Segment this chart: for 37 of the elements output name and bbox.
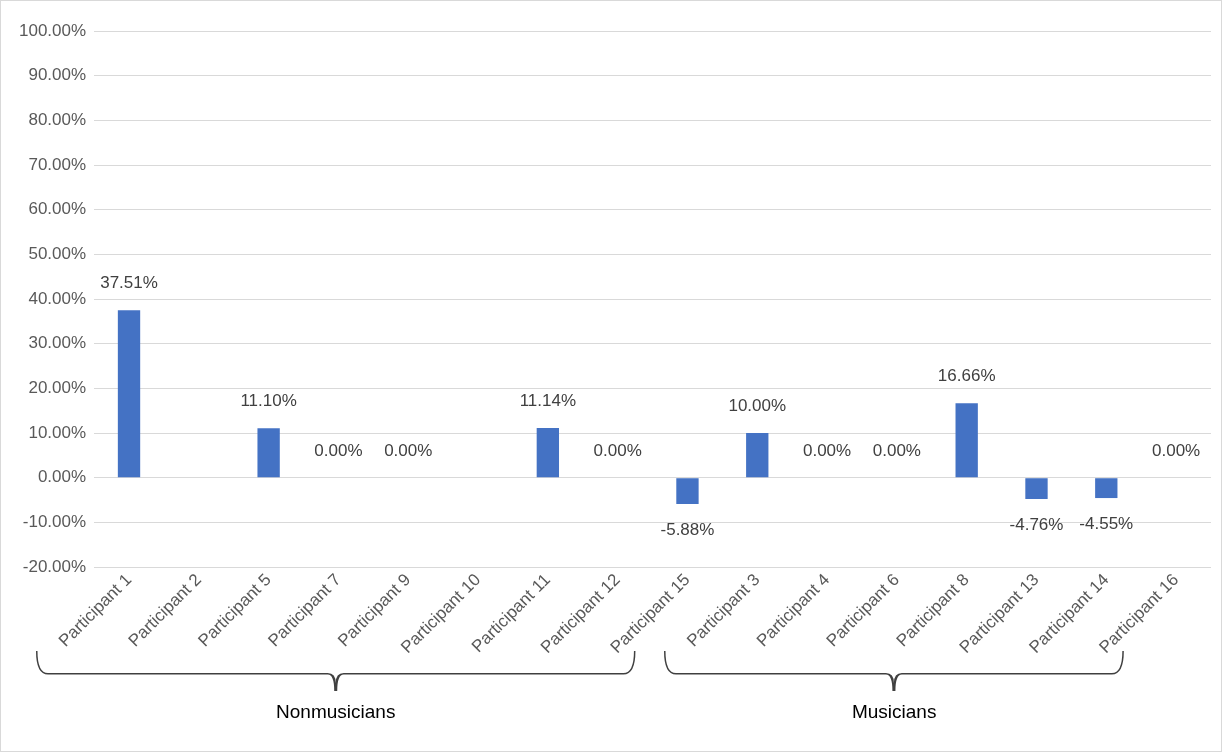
bar	[117, 310, 141, 478]
data-label: -4.55%	[1079, 514, 1134, 534]
y-tick-label: 80.00%	[28, 110, 87, 130]
bar	[1025, 478, 1048, 499]
y-tick-label: 0.00%	[37, 467, 87, 487]
y-tick-label: 40.00%	[28, 288, 87, 308]
y-tick-label: 30.00%	[28, 333, 87, 353]
bar	[676, 478, 699, 504]
y-tick-label: -20.00%	[22, 556, 87, 576]
data-label: 0.00%	[384, 440, 433, 460]
data-label: -5.88%	[660, 520, 715, 540]
y-tick-label: 100.00%	[18, 20, 87, 40]
y-tick-label: 70.00%	[28, 154, 87, 174]
data-label: 37.51%	[100, 273, 158, 293]
y-tick-label: 20.00%	[28, 378, 87, 398]
text: Musicians	[851, 701, 937, 723]
data-label: 16.66%	[937, 366, 996, 386]
data-label: 0.00%	[1152, 440, 1201, 460]
bar	[746, 433, 769, 478]
bar	[1095, 478, 1118, 499]
y-tick-label: 60.00%	[28, 199, 87, 219]
data-label: 0.00%	[872, 440, 921, 460]
data-label: 0.00%	[314, 440, 363, 460]
data-label: 0.00%	[802, 440, 852, 460]
data-label: 11.14%	[519, 391, 577, 411]
data-label: 10.00%	[728, 396, 787, 416]
bar	[955, 403, 978, 478]
y-tick-label: 10.00%	[28, 422, 87, 442]
bar	[536, 427, 560, 478]
text: Nonmusicians	[276, 701, 396, 723]
data-label: 0.00%	[593, 440, 642, 460]
y-tick-label: -10.00%	[22, 512, 87, 532]
data-label: -4.76%	[1009, 515, 1064, 535]
data-label: 11.10%	[240, 391, 297, 411]
y-tick-label: 50.00%	[28, 244, 87, 264]
y-tick-label: 90.00%	[28, 65, 87, 85]
bar	[257, 428, 280, 478]
